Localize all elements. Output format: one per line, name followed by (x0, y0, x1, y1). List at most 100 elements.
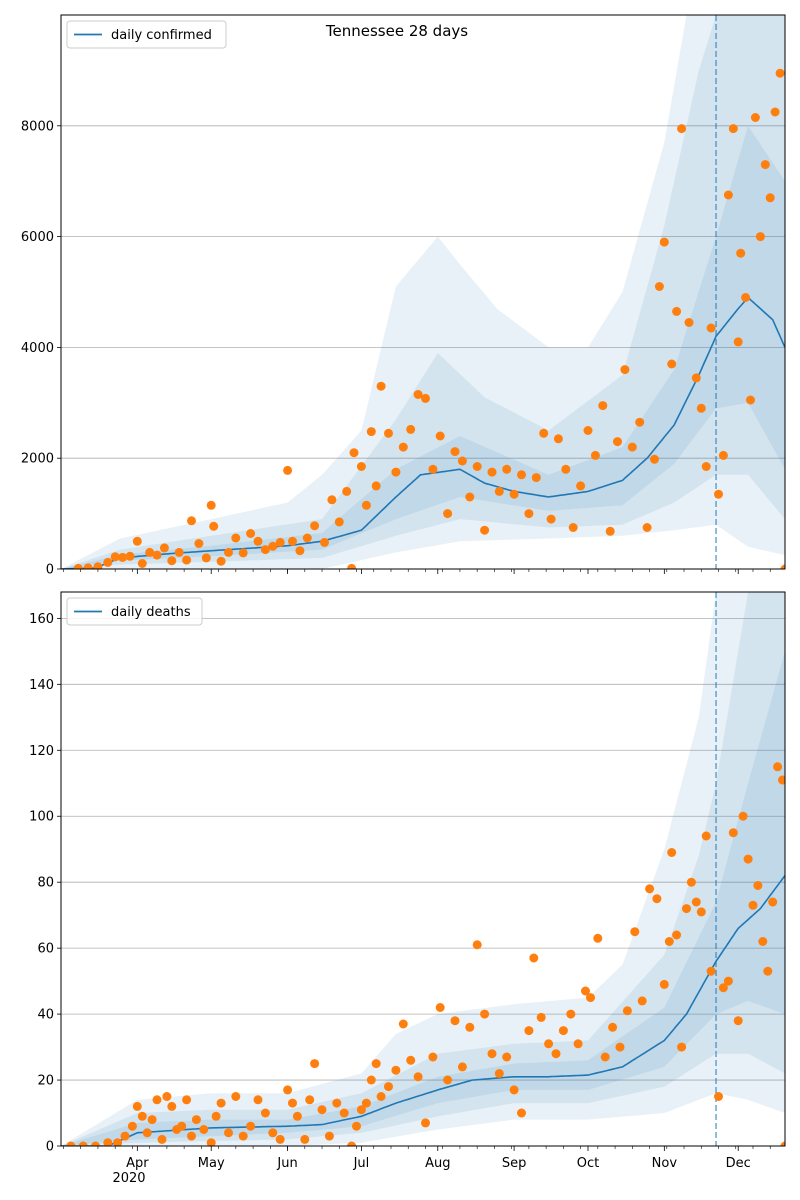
data-point (605, 526, 615, 536)
data-point (763, 966, 773, 976)
y-tick-label: 120 (29, 744, 54, 759)
data-point (566, 1009, 576, 1019)
y-tick-label: 80 (37, 876, 54, 891)
data-point (283, 1085, 293, 1095)
legend-label: daily deaths (111, 605, 191, 620)
data-point (465, 492, 475, 502)
data-point (450, 447, 460, 457)
data-point (457, 456, 467, 466)
data-point (246, 529, 256, 538)
data-point (334, 517, 344, 527)
data-point (211, 1111, 221, 1121)
data-point (398, 1019, 408, 1029)
data-point (73, 563, 83, 569)
data-point (182, 1095, 192, 1105)
data-point (659, 237, 669, 247)
data-point (152, 550, 162, 560)
data-point (406, 1055, 416, 1065)
data-point (728, 124, 738, 134)
x-tick-label: Jun (276, 1156, 297, 1171)
data-point (684, 318, 694, 327)
data-point (443, 509, 453, 519)
legend-label: daily confirmed (111, 28, 212, 43)
data-point (677, 124, 687, 134)
data-point (627, 442, 637, 452)
x-tick-label: Aug (425, 1156, 450, 1171)
data-point (152, 1095, 162, 1105)
data-point (718, 983, 728, 993)
data-point (723, 976, 733, 986)
data-point (435, 431, 445, 441)
data-point (551, 1049, 561, 1059)
data-point (428, 1052, 438, 1062)
data-point (300, 1134, 310, 1144)
data-point (191, 1115, 201, 1125)
data-point (356, 462, 366, 471)
data-point (544, 1039, 554, 1049)
data-point (645, 884, 655, 894)
data-point (696, 403, 706, 413)
data-point (342, 486, 352, 496)
data-point (275, 537, 285, 547)
data-point (758, 937, 768, 946)
data-point (93, 562, 103, 569)
data-point (310, 521, 320, 531)
data-point (714, 489, 723, 499)
data-point (216, 556, 226, 566)
data-point (177, 1121, 187, 1131)
data-point (349, 448, 359, 458)
data-point (91, 1141, 100, 1146)
data-point (201, 553, 211, 563)
data-point (558, 1026, 568, 1036)
data-point (260, 545, 270, 555)
data-point (66, 1141, 76, 1146)
data-point (755, 232, 765, 242)
data-point (753, 881, 763, 890)
data-point (421, 1118, 430, 1128)
x-tick-label: Apr (126, 1156, 149, 1171)
legend-box (66, 20, 227, 49)
data-point (305, 1095, 315, 1105)
data-point (356, 1105, 366, 1115)
data-point (472, 940, 482, 950)
data-point (750, 113, 760, 122)
data-point (238, 1131, 248, 1141)
data-point (288, 1098, 297, 1108)
data-point (288, 536, 297, 546)
data-point (667, 848, 677, 857)
data-point (480, 1009, 490, 1019)
data-point (253, 536, 263, 546)
data-point (561, 464, 571, 474)
legend: daily deaths (66, 597, 203, 626)
data-point (677, 1042, 687, 1052)
data-point (443, 1075, 453, 1085)
data-point (450, 1016, 460, 1026)
confidence-band (61, 592, 785, 1146)
data-point (701, 462, 711, 471)
data-point (733, 337, 743, 347)
data-point (142, 1128, 152, 1138)
confirmed-panel: 0 2000 4000 6000 8000 daily confirmed (21, 14, 786, 578)
data-point (480, 525, 490, 535)
data-point (125, 551, 135, 561)
data-point (546, 514, 556, 524)
data-point (659, 979, 669, 989)
data-point (268, 541, 278, 551)
data-point (371, 481, 381, 491)
data-point (502, 1052, 512, 1062)
data-point (435, 1003, 445, 1012)
data-point (120, 1131, 130, 1141)
data-point (283, 465, 293, 475)
data-point (531, 473, 541, 483)
data-point (760, 160, 770, 170)
data-point (391, 1065, 401, 1075)
data-point (664, 937, 674, 946)
y-tick-label: 4000 (21, 341, 54, 356)
data-point (83, 563, 93, 569)
data-point (494, 486, 504, 496)
data-point (113, 1138, 123, 1146)
data-point (216, 1098, 226, 1108)
data-point (361, 1098, 371, 1108)
data-point (517, 1108, 526, 1118)
data-point (384, 1082, 393, 1092)
